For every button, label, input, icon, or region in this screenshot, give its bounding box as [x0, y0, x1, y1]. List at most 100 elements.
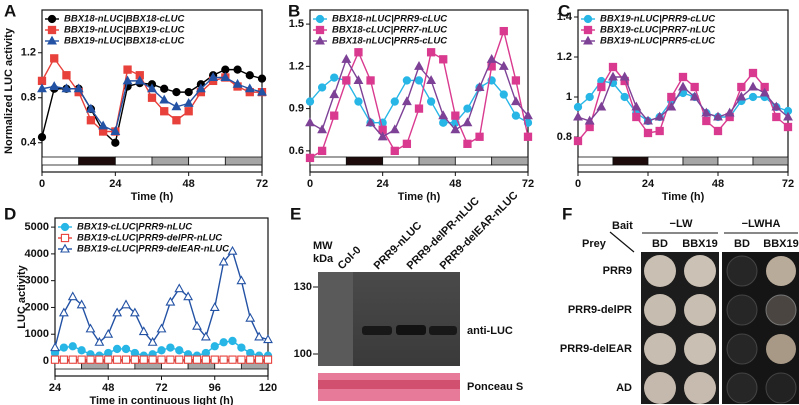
- column-label: BBX19: [682, 238, 717, 250]
- marker: [220, 72, 231, 82]
- y-tick-label: 1.5: [289, 18, 304, 30]
- marker: [112, 344, 122, 354]
- marker: [37, 76, 47, 86]
- light-bar: [41, 156, 80, 166]
- marker: [192, 320, 202, 330]
- marker: [426, 97, 436, 106]
- marker: [37, 83, 47, 93]
- marker: [654, 111, 665, 121]
- marker: [245, 71, 254, 80]
- legend-label: BBX18-nLUC|PRR5-cLUC: [332, 36, 447, 47]
- stain-label: Ponceau S: [467, 381, 523, 393]
- mw-label: MW: [313, 240, 333, 252]
- marker: [130, 355, 140, 364]
- marker: [305, 117, 315, 127]
- marker: [438, 110, 449, 120]
- marker: [228, 355, 237, 364]
- marker: [475, 132, 484, 141]
- marker: [759, 87, 770, 97]
- marker: [353, 75, 364, 84]
- marker: [254, 331, 265, 341]
- marker: [233, 65, 242, 74]
- marker: [632, 112, 641, 122]
- marker: [236, 275, 247, 285]
- marker: [122, 75, 133, 85]
- legend-label: BBX19-cLUC|PRR7-nLUC: [600, 25, 715, 36]
- marker: [85, 323, 96, 333]
- light-bar: [240, 360, 269, 370]
- marker: [377, 131, 388, 141]
- light-bar: [151, 156, 190, 166]
- marker: [49, 81, 60, 91]
- marker: [147, 93, 157, 102]
- light-bar: [752, 156, 789, 166]
- marker: [121, 344, 131, 354]
- marker: [263, 334, 273, 344]
- legend-marker: [47, 35, 57, 45]
- marker: [159, 94, 170, 104]
- medium-label: −LWHA: [742, 218, 781, 230]
- legend-marker: [60, 243, 70, 253]
- y-axis-label: LUC activity: [16, 264, 28, 328]
- marker: [690, 82, 699, 92]
- marker: [59, 343, 69, 352]
- marker: [511, 76, 521, 85]
- marker: [666, 101, 677, 111]
- x-tick-label: 72: [155, 382, 167, 394]
- x-tick-label: 24: [49, 382, 62, 394]
- y-tick-label: 1: [566, 91, 572, 103]
- marker: [244, 83, 255, 93]
- marker: [596, 101, 607, 111]
- marker: [129, 307, 140, 317]
- light-bar: [577, 156, 614, 166]
- marker: [474, 82, 485, 92]
- marker: [59, 355, 69, 364]
- marker: [86, 116, 96, 125]
- marker: [103, 328, 114, 338]
- marker: [462, 117, 473, 127]
- marker: [139, 355, 148, 364]
- marker: [390, 146, 399, 156]
- x-tick-label: 0: [575, 178, 581, 190]
- marker: [317, 83, 327, 92]
- light-bar: [188, 156, 226, 166]
- marker: [439, 118, 448, 127]
- marker: [330, 111, 339, 120]
- marker: [184, 107, 193, 116]
- plate-left: [641, 252, 719, 404]
- marker: [329, 89, 340, 99]
- legend-marker: [47, 14, 57, 24]
- x-tick-label: 48: [102, 382, 114, 394]
- marker: [305, 153, 315, 163]
- marker: [608, 71, 618, 81]
- column-label: BD: [652, 238, 668, 250]
- marker: [210, 342, 219, 351]
- row-label: PRR9-delEAR: [560, 343, 632, 355]
- marker: [486, 53, 497, 63]
- marker: [208, 72, 219, 82]
- marker: [104, 348, 113, 358]
- marker: [148, 355, 157, 364]
- x-tick-label: 24: [642, 178, 655, 190]
- y-tick-label: 4000: [25, 248, 49, 260]
- marker: [783, 111, 793, 121]
- marker: [643, 128, 653, 138]
- marker: [414, 76, 424, 85]
- plate-right: [722, 252, 799, 404]
- marker: [736, 91, 747, 101]
- marker: [195, 83, 206, 93]
- legend-label: BBX18-nLUC|BBX18-cLUC: [64, 14, 185, 25]
- legend-label: BBX19-nLUC|BBX19-cLUC: [64, 25, 185, 36]
- legend-label: BBX19-nLUC|PRR5-cLUC: [600, 36, 715, 47]
- y-tick-label: 1.2: [21, 47, 36, 59]
- column-label: BD: [734, 238, 750, 250]
- y-axis-label: Normalized LUC activity: [3, 27, 15, 154]
- marker: [246, 348, 255, 358]
- x-tick-label: 48: [712, 178, 724, 190]
- legend-marker: [60, 222, 70, 232]
- series-line: [309, 28, 529, 159]
- blot-lane: [318, 272, 353, 366]
- legend-label: BBX19-cLUC|PRR9-nLUC: [77, 222, 192, 233]
- x-axis-label: Time in continuous light (h): [89, 395, 233, 405]
